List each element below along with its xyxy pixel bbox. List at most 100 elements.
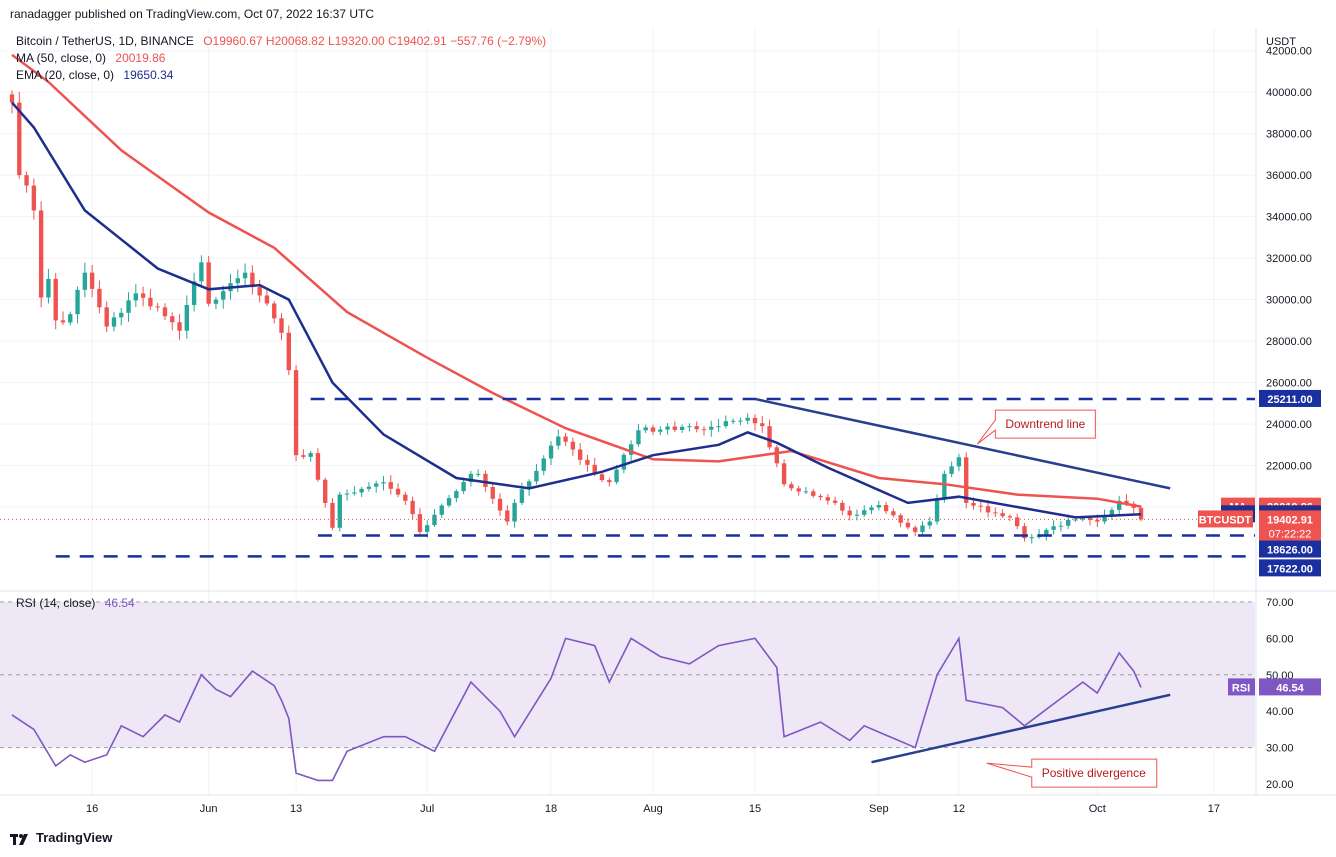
candle-body — [395, 488, 401, 495]
candle-body — [119, 312, 124, 318]
candle-body — [75, 289, 80, 315]
publisher-header: ranadagger published on TradingView.com,… — [10, 7, 375, 21]
candle-body — [446, 498, 452, 506]
tradingview-logo[interactable]: TradingView — [10, 830, 112, 845]
candle-body — [927, 521, 932, 526]
level-18626-tag-value: 18626.00 — [1267, 545, 1313, 557]
candle-body — [1007, 516, 1013, 518]
level-25211-tag: 25211.00 — [1259, 389, 1321, 407]
candle-body — [577, 449, 583, 460]
price-tick-label: 26000.00 — [1266, 378, 1312, 390]
candle-body — [679, 426, 685, 430]
candle-body — [337, 494, 342, 528]
candle-body — [869, 507, 874, 511]
ema-value: 19650.34 — [123, 68, 174, 82]
currency-label: USDT — [1266, 36, 1296, 48]
candle-body — [760, 423, 765, 427]
candle-body — [366, 486, 372, 489]
candle-body — [701, 429, 707, 431]
candle-body — [818, 495, 823, 498]
candle-body — [1116, 500, 1122, 510]
candle-body — [403, 494, 408, 501]
candle-body — [978, 505, 983, 507]
rsi-value: 46.54 — [104, 596, 135, 610]
time-tick-label: 18 — [545, 803, 557, 815]
candle-body — [381, 482, 386, 484]
level-18626-tag: 18626.00 — [1259, 540, 1321, 558]
candle-body — [191, 281, 197, 305]
candle-body — [920, 525, 925, 532]
candle-body — [1109, 509, 1115, 516]
candle-body — [286, 332, 291, 371]
candle-body — [475, 473, 481, 475]
candle-body — [519, 489, 525, 503]
candle-body — [847, 510, 852, 516]
candle-body — [1080, 517, 1085, 520]
price-tag-bg — [1259, 510, 1321, 543]
downtrend-callout-text: Downtrend line — [1005, 417, 1085, 431]
candle-body — [417, 514, 423, 532]
candle-body — [956, 457, 962, 467]
candle-body — [840, 502, 845, 511]
candle-body — [709, 426, 714, 430]
candle-body — [250, 272, 255, 288]
level-17622-tag: 17622.00 — [1259, 559, 1321, 577]
candle-body — [1102, 515, 1107, 522]
candle-body — [730, 420, 736, 422]
rsi-tick-label: 20.00 — [1266, 779, 1294, 791]
candle-body — [949, 466, 954, 474]
downtrend-callout — [976, 409, 1096, 445]
candle-body — [308, 453, 313, 457]
brand-text: TradingView — [36, 830, 113, 845]
price-tick-label: 36000.00 — [1266, 170, 1312, 182]
candle-body — [752, 417, 758, 424]
time-tick-label: 13 — [290, 803, 302, 815]
candle-body — [330, 502, 335, 528]
candle-body — [257, 287, 262, 296]
time-tick-label: 16 — [86, 803, 98, 815]
candle-body — [483, 473, 488, 487]
candle-body — [352, 492, 357, 494]
candle-body — [767, 426, 772, 448]
symbol-tag: BTCUSDT — [1199, 514, 1252, 526]
candle-body — [1095, 519, 1100, 522]
candle-body — [811, 491, 816, 496]
candle-body — [221, 291, 226, 300]
rsi-divergence-line — [871, 693, 1171, 764]
candle-body — [206, 262, 211, 304]
candle-body — [97, 288, 102, 308]
candle-body — [570, 441, 576, 450]
ma-value: 20019.86 — [115, 51, 166, 65]
candle-body — [53, 278, 58, 321]
candle-body — [993, 512, 998, 514]
time-tick-label: Sep — [869, 803, 889, 815]
ema20-line — [11, 101, 1142, 519]
time-tick-label: 15 — [749, 803, 761, 815]
level-17622-tag-bg — [1259, 559, 1321, 577]
level-18626-tag-bg — [1259, 540, 1321, 558]
candle-body — [985, 506, 991, 513]
candle-body — [68, 314, 73, 323]
candle-body — [454, 491, 459, 499]
candle-body — [104, 307, 109, 327]
price-tick-label: 22000.00 — [1266, 461, 1312, 473]
candle-body — [825, 497, 830, 501]
rsi-label: RSI (14, close) — [16, 596, 96, 610]
candle-body — [170, 316, 175, 323]
ma50-line — [11, 53, 1142, 508]
candle-body — [148, 297, 153, 307]
time-tick-label: Oct — [1089, 803, 1106, 815]
candle-body — [1073, 519, 1078, 521]
candle-body — [162, 307, 168, 317]
candle-body — [541, 458, 546, 471]
candle-body — [38, 210, 44, 298]
ohlc-values: O19960.67 H20068.82 L19320.00 C19402.91 … — [203, 34, 547, 48]
rsi-tick-label: 60.00 — [1266, 633, 1294, 645]
candle-body — [323, 479, 328, 503]
price-tick-label: 40000.00 — [1266, 87, 1312, 99]
candle-body — [548, 445, 554, 459]
candle-body — [665, 426, 670, 430]
candle-body — [505, 510, 510, 522]
candle-body — [599, 474, 605, 481]
